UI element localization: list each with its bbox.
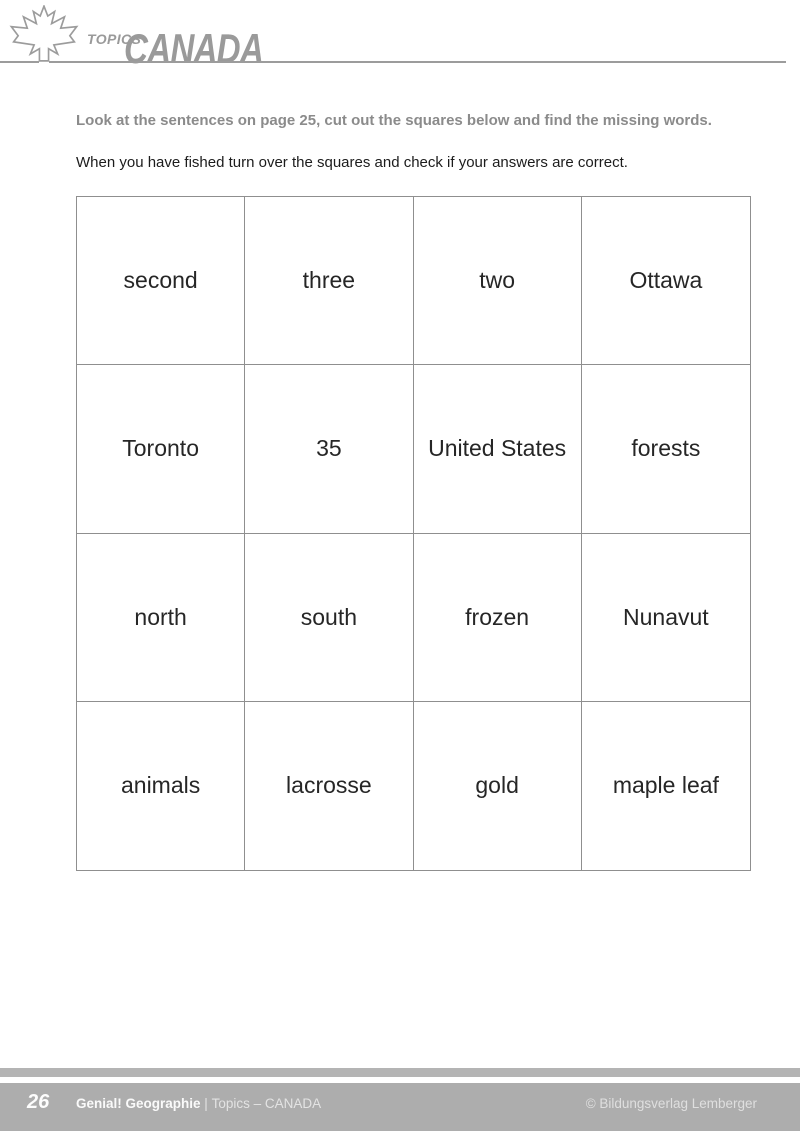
copyright-text: © Bildungsverlag Lemberger <box>585 1096 757 1111</box>
word-card: Toronto <box>77 365 246 534</box>
word-card: 35 <box>245 365 414 534</box>
word-card: animals <box>77 701 246 870</box>
word-card: south <box>245 533 414 702</box>
word-card: lacrosse <box>245 701 414 870</box>
word-card: north <box>77 533 246 702</box>
word-card: Nunavut <box>581 533 750 702</box>
word-card: United States <box>413 365 582 534</box>
maple-leaf-icon <box>9 5 79 62</box>
word-card: gold <box>413 701 582 870</box>
word-card: frozen <box>413 533 582 702</box>
word-card: maple leaf <box>581 701 750 870</box>
header-topics-label: TOPICS <box>87 31 142 47</box>
instruction-normal-line: When you have fished turn over the squar… <box>76 154 628 171</box>
word-grid: second three two Ottawa Toronto 35 Unite… <box>76 196 751 871</box>
instruction-bold-line: Look at the sentences on page 25, cut ou… <box>76 112 712 129</box>
word-card: two <box>413 197 582 366</box>
word-card: second <box>77 197 246 366</box>
page-number: 26 <box>27 1091 50 1113</box>
separator: | <box>204 1096 208 1111</box>
word-card: forests <box>581 365 750 534</box>
word-card: Ottawa <box>581 197 750 366</box>
section-title: Topics – CANADA <box>211 1096 322 1111</box>
header-rule-left <box>0 61 39 63</box>
page-footer: 26 Genial! Geographie | Topics – CANADA … <box>0 1083 800 1131</box>
footer-accent-strip <box>0 1068 800 1077</box>
series-title: Genial! Geographie <box>76 1096 201 1111</box>
footer-series-text: Genial! Geographie | Topics – CANADA <box>76 1096 321 1111</box>
word-card: three <box>245 197 414 366</box>
header-title: CANADA <box>124 25 264 72</box>
header-rule-right <box>49 61 786 63</box>
